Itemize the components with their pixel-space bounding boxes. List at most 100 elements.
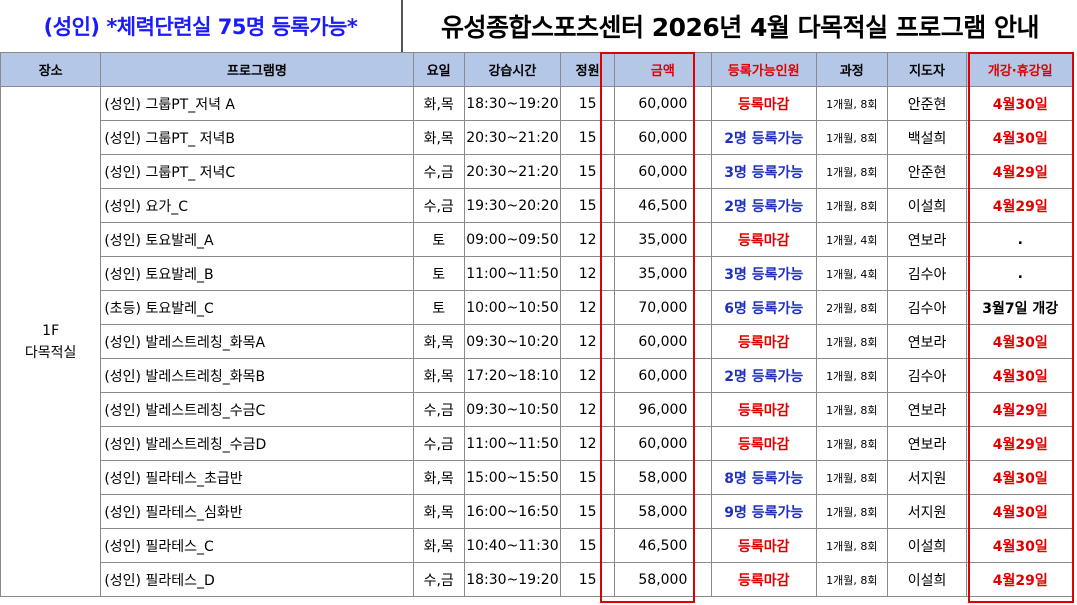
available-cell: 등록마감 xyxy=(710,324,817,359)
capacity-cell: 12 xyxy=(560,358,616,393)
time-cell: 16:00~16:50 xyxy=(463,494,562,529)
header-capacity: 정원 xyxy=(560,52,616,87)
time-cell: 09:00~09:50 xyxy=(463,222,562,257)
price-cell: 46,500 xyxy=(614,188,712,223)
available-cell: 등록마감 xyxy=(710,562,817,597)
course-cell: 1개월, 8회 xyxy=(815,154,888,189)
program-name-cell: (성인) 발레스트레칭_화목A xyxy=(100,324,414,359)
course-cell: 1개월, 8회 xyxy=(815,324,888,359)
day-cell: 화,목 xyxy=(412,528,465,563)
price-cell: 60,000 xyxy=(614,358,712,393)
day-cell: 수,금 xyxy=(412,154,465,189)
instructor-cell: 안준현 xyxy=(886,86,968,121)
price-cell: 60,000 xyxy=(614,120,712,155)
available-cell: 3명 등록가능 xyxy=(710,154,817,189)
course-cell: 1개월, 8회 xyxy=(815,494,888,529)
table-row: (성인) 발레스트레칭_화목B 화,목 17:20~18:10 12 60,000 2명 … xyxy=(1,358,1074,393)
schedule-cell: 4월30일 xyxy=(966,86,1074,121)
banner: (성인) *체력단련실 75명 등록가능* 유성종합스포츠센터 2026년 4월… xyxy=(0,0,1077,52)
available-cell: 등록마감 xyxy=(710,222,817,257)
time-cell: 15:00~15:50 xyxy=(463,460,562,495)
course-cell: 1개월, 4회 xyxy=(815,222,888,257)
program-name-cell: (성인) 요가_C xyxy=(100,188,414,223)
time-cell: 20:30~21:20 xyxy=(463,120,562,155)
table-body: 1F 다목적실 (성인) 그룹PT_저녁 A 화,목 18:30~19:20 15 60,0… xyxy=(0,86,1074,597)
table-row: (성인) 필라테스_초급반 화,목 15:00~15:50 15 58,000 8명 등록… xyxy=(1,460,1074,495)
day-cell: 화,목 xyxy=(412,120,465,155)
price-cell: 60,000 xyxy=(614,154,712,189)
table-row: (성인) 필라테스_D 수,금 18:30~19:20 15 58,000 등록마감 1개월… xyxy=(1,562,1074,597)
course-cell: 2개월, 8회 xyxy=(815,290,888,325)
table-row: (성인) 그룹PT_ 저녁B 화,목 20:30~21:20 15 60,000 2명 등… xyxy=(1,120,1074,155)
schedule-cell: 3월7일 개강 xyxy=(966,290,1074,325)
table-row: (성인) 발레스트레칭_화목A 화,목 09:30~10:20 12 60,000 등록마… xyxy=(1,324,1074,359)
available-cell: 6명 등록가능 xyxy=(710,290,817,325)
schedule-cell: 4월30일 xyxy=(966,494,1074,529)
price-cell: 35,000 xyxy=(614,256,712,291)
place-room: 다목적실 xyxy=(24,344,77,361)
price-cell: 60,000 xyxy=(614,426,712,461)
capacity-cell: 12 xyxy=(560,290,616,325)
time-cell: 18:30~19:20 xyxy=(463,562,562,597)
schedule-cell: 4월29일 xyxy=(966,154,1074,189)
header-schedule: 개강·휴강일 xyxy=(966,52,1074,87)
table-row: (성인) 발레스트레칭_수금C 수,금 09:30~10:50 12 96,000 등록마… xyxy=(1,392,1074,427)
course-cell: 1개월, 8회 xyxy=(815,120,888,155)
available-cell: 9명 등록가능 xyxy=(710,494,817,529)
table-row: (성인) 그룹PT_ 저녁C 수,금 20:30~21:20 15 60,000 3명 등… xyxy=(1,154,1074,189)
instructor-cell: 연보라 xyxy=(886,392,968,427)
price-cell: 70,000 xyxy=(614,290,712,325)
capacity-cell: 15 xyxy=(560,154,616,189)
program-name-cell: (성인) 필라테스_C xyxy=(100,528,414,563)
course-cell: 1개월, 8회 xyxy=(815,358,888,393)
schedule-cell: 4월29일 xyxy=(966,392,1074,427)
instructor-cell: 이설희 xyxy=(886,562,968,597)
table-row: 1F 다목적실 (성인) 그룹PT_저녁 A 화,목 18:30~19:20 15 60,0… xyxy=(0,86,1074,597)
program-name-cell: (성인) 토요발레_A xyxy=(100,222,414,257)
table-row: (초등) 토요발레_C 토 10:00~10:50 12 70,000 6명 등록가능 2개… xyxy=(1,290,1074,325)
program-name-cell: (초등) 토요발레_C xyxy=(100,290,414,325)
day-cell: 토 xyxy=(412,222,465,257)
price-cell: 96,000 xyxy=(614,392,712,427)
time-cell: 10:00~10:50 xyxy=(463,290,562,325)
capacity-cell: 12 xyxy=(560,392,616,427)
program-name-cell: (성인) 발레스트레칭_화목B xyxy=(100,358,414,393)
schedule-cell: 4월30일 xyxy=(966,324,1074,359)
table-row: (성인) 요가_C 수,금 19:30~20:20 15 46,500 2명 등록가능 1개… xyxy=(1,188,1074,223)
day-cell: 수,금 xyxy=(412,188,465,223)
program-name-cell: (성인) 그룹PT_ 저녁C xyxy=(100,154,414,189)
capacity-cell: 15 xyxy=(560,120,616,155)
available-cell: 등록마감 xyxy=(710,86,817,121)
header-day: 요일 xyxy=(412,52,465,87)
price-cell: 60,000 xyxy=(614,86,712,121)
day-cell: 수,금 xyxy=(412,426,465,461)
instructor-cell: 이설희 xyxy=(886,528,968,563)
schedule-cell: 4월30일 xyxy=(966,528,1074,563)
capacity-cell: 12 xyxy=(560,256,616,291)
header-price: 금액 xyxy=(614,52,712,87)
instructor-cell: 연보라 xyxy=(886,426,968,461)
capacity-cell: 12 xyxy=(560,324,616,359)
course-cell: 1개월, 4회 xyxy=(815,256,888,291)
price-cell: 58,000 xyxy=(614,562,712,597)
time-cell: 19:30~20:20 xyxy=(463,188,562,223)
time-cell: 09:30~10:20 xyxy=(463,324,562,359)
program-table: 장소 프로그램명 요일 강습시간 정원 금액 등록가능인원 과정 지도자 개강·… xyxy=(0,52,1074,597)
day-cell: 화,목 xyxy=(412,494,465,529)
available-cell: 8명 등록가능 xyxy=(710,460,817,495)
header-place: 장소 xyxy=(0,52,102,87)
instructor-cell: 김수아 xyxy=(886,256,968,291)
available-cell: 등록마감 xyxy=(710,528,817,563)
instructor-cell: 백설희 xyxy=(886,120,968,155)
available-cell: 등록마감 xyxy=(710,426,817,461)
price-cell: 46,500 xyxy=(614,528,712,563)
available-cell: 등록마감 xyxy=(710,392,817,427)
capacity-cell: 15 xyxy=(560,562,616,597)
table-row: (성인) 필라테스_C 화,목 10:40~11:30 15 46,500 등록마감 1개월… xyxy=(1,528,1074,563)
header-available: 등록가능인원 xyxy=(710,52,817,87)
time-cell: 11:00~11:50 xyxy=(463,256,562,291)
day-cell: 토 xyxy=(412,256,465,291)
time-cell: 11:00~11:50 xyxy=(463,426,562,461)
capacity-cell: 12 xyxy=(560,222,616,257)
schedule-cell: . xyxy=(966,256,1074,291)
